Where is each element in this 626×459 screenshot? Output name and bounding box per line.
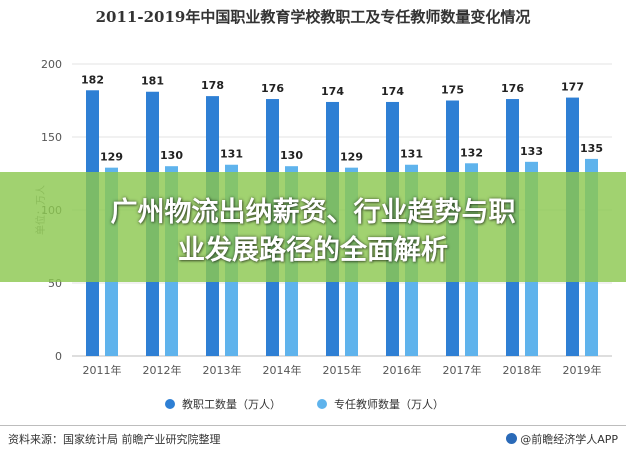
brand-logo-icon: [506, 433, 518, 444]
x-tick-label: 2016年: [383, 363, 422, 377]
data-label: 130: [160, 149, 183, 162]
x-tick-label: 2017年: [443, 363, 482, 377]
legend-label: 教职工数量（万人）: [182, 398, 281, 411]
x-tick-label: 2012年: [143, 363, 182, 377]
brand-credit: @前瞻经济学人APP: [506, 431, 618, 447]
x-tick-label: 2019年: [563, 363, 602, 377]
data-label: 175: [441, 84, 464, 97]
y-tick-label: 150: [41, 131, 62, 144]
x-tick-label: 2018年: [503, 363, 542, 377]
legend-marker: [165, 399, 175, 409]
source-note: 资料来源：国家统计局 前瞻产业研究院整理: [8, 433, 221, 446]
data-label: 130: [280, 149, 303, 162]
data-label: 178: [201, 79, 224, 92]
y-tick-label: 0: [55, 350, 62, 363]
data-label: 174: [321, 85, 344, 98]
brand-credit-text: @前瞻经济学人APP: [520, 433, 618, 446]
x-tick-label: 2013年: [203, 363, 242, 377]
data-label: 176: [261, 82, 284, 95]
data-label: 174: [381, 85, 404, 98]
data-label: 176: [501, 82, 524, 95]
legend-marker: [317, 399, 327, 409]
data-label: 129: [340, 151, 363, 164]
chart-title: 2011-2019年中国职业教育学校教职工及专任教师数量变化情况: [95, 8, 531, 26]
overlay-banner: 广州物流出纳薪资、行业趋势与职 业发展路径的全面解析: [0, 172, 626, 282]
x-tick-label: 2015年: [323, 363, 362, 377]
data-label: 135: [580, 142, 603, 155]
data-label: 129: [100, 151, 123, 164]
x-tick-label: 2011年: [83, 363, 122, 377]
banner-headline-line-1: 广州物流出纳薪资、行业趋势与职: [110, 197, 516, 228]
data-label: 181: [141, 75, 164, 88]
data-label: 131: [400, 148, 423, 161]
data-label: 132: [460, 146, 483, 159]
footer-divider: [0, 425, 626, 426]
data-label: 177: [561, 81, 584, 94]
y-tick-label: 200: [41, 58, 62, 71]
x-tick-label: 2014年: [263, 363, 302, 377]
data-label: 131: [220, 148, 243, 161]
data-label: 182: [81, 73, 104, 86]
banner-headline-line-2: 业发展路径的全面解析: [178, 235, 448, 266]
data-label: 133: [520, 145, 543, 158]
legend-label: 专任教师数量（万人）: [334, 397, 444, 411]
